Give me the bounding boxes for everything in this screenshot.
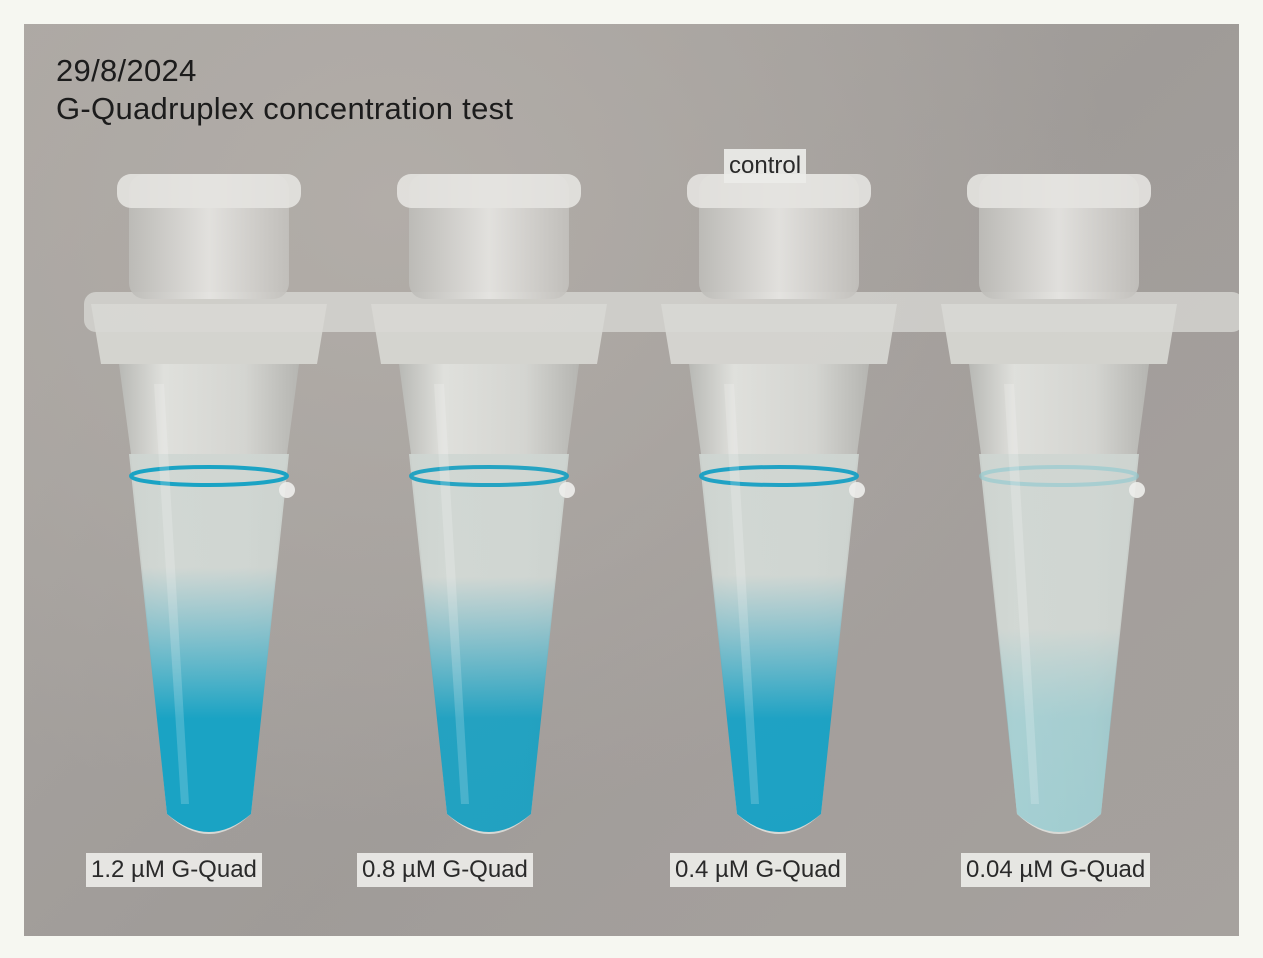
tube-highlight (434, 384, 469, 804)
cap-rim (397, 174, 581, 208)
bubble (279, 482, 295, 498)
tube-liquid (409, 454, 569, 832)
bubble (849, 482, 865, 498)
meniscus (409, 465, 569, 487)
tube-liquid (699, 454, 859, 832)
tube-liquid (979, 454, 1139, 832)
header: 29/8/2024 G-Quadruplex concentration tes… (56, 52, 513, 128)
photo: 29/8/2024 G-Quadruplex concentration tes… (24, 24, 1239, 936)
tube-label-1: 1.2 µM G-Quad (86, 853, 262, 887)
bubble (1129, 482, 1145, 498)
tube-collar (661, 304, 897, 364)
tube-label-4: 0.04 µM G-Quad (961, 853, 1151, 887)
tube-3 (661, 174, 897, 834)
tube-1 (91, 174, 327, 834)
tube-collar (371, 304, 607, 364)
tube-label-3: 0.4 µM G-Quad (670, 853, 846, 887)
tube-label-2: 0.8 µM G-Quad (357, 853, 533, 887)
meniscus (979, 465, 1139, 487)
cap-rim (117, 174, 301, 208)
tube-collar (941, 304, 1177, 364)
meniscus (699, 465, 859, 487)
control-label: control (724, 149, 807, 183)
tube-collar (91, 304, 327, 364)
tube-liquid (129, 454, 289, 832)
date-text: 29/8/2024 (56, 53, 197, 88)
tube-highlight (1004, 384, 1039, 804)
tube-2 (371, 174, 607, 834)
tube-strip (84, 174, 1239, 834)
meniscus (129, 465, 289, 487)
tube-highlight (154, 384, 189, 804)
title-text: G-Quadruplex concentration test (56, 91, 514, 126)
tube-highlight (724, 384, 759, 804)
bubble (559, 482, 575, 498)
cap-rim (967, 174, 1151, 208)
tube-4 (941, 174, 1177, 834)
